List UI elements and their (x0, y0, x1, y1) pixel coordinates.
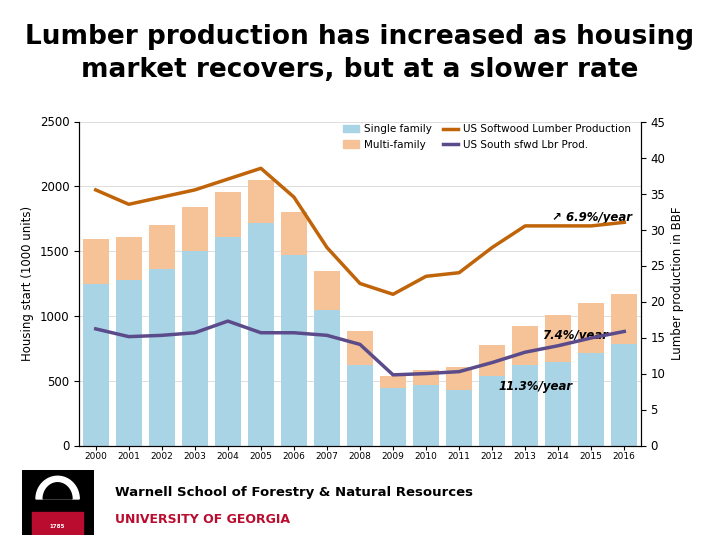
Bar (347, 365, 373, 446)
Y-axis label: Housing start (1000 units): Housing start (1000 units) (22, 206, 35, 361)
Bar (413, 370, 439, 384)
Bar (248, 223, 274, 446)
Text: 1785: 1785 (50, 524, 66, 529)
US Softwood Lumber Production (223, 176, 232, 183)
Bar (181, 251, 208, 446)
US Softwood Lumber Production (422, 273, 431, 280)
US South sfwd Lbr Prod. (158, 332, 166, 339)
US South sfwd Lbr Prod. (422, 370, 431, 377)
Legend: Single family, Multi-family, US Softwood Lumber Production, US South sfwd Lbr Pr: Single family, Multi-family, US Softwood… (339, 120, 636, 154)
US Softwood Lumber Production (521, 222, 529, 229)
Text: UNIVERSITY OF GEORGIA: UNIVERSITY OF GEORGIA (115, 513, 290, 526)
Bar (83, 284, 109, 446)
Bar (479, 376, 505, 446)
Bar (215, 192, 241, 237)
US Softwood Lumber Production (158, 194, 166, 200)
Bar (545, 315, 572, 362)
Bar (281, 255, 307, 446)
US Softwood Lumber Production (587, 222, 595, 229)
US Softwood Lumber Production (389, 291, 397, 298)
Bar (281, 212, 307, 255)
US South sfwd Lbr Prod. (554, 342, 562, 349)
Line: US South sfwd Lbr Prod.: US South sfwd Lbr Prod. (96, 321, 624, 375)
Bar (611, 344, 637, 446)
US Softwood Lumber Production (91, 187, 100, 193)
US South sfwd Lbr Prod. (289, 329, 298, 336)
Text: 11.3%/year: 11.3%/year (499, 380, 573, 393)
Bar (446, 390, 472, 446)
Polygon shape (36, 476, 79, 499)
Bar (115, 237, 142, 280)
Text: Lumber production has increased as housing: Lumber production has increased as housi… (25, 24, 695, 50)
US South sfwd Lbr Prod. (191, 329, 199, 336)
Text: market recovers, but at a slower rate: market recovers, but at a slower rate (81, 57, 639, 83)
Bar (380, 388, 406, 445)
Bar (512, 365, 539, 446)
US South sfwd Lbr Prod. (256, 329, 265, 336)
US South sfwd Lbr Prod. (620, 328, 629, 335)
US Softwood Lumber Production (356, 280, 364, 287)
Bar (545, 362, 572, 446)
Bar (380, 375, 406, 388)
Bar (115, 280, 142, 446)
US South sfwd Lbr Prod. (356, 341, 364, 348)
Bar (611, 294, 637, 344)
Y-axis label: Lumber production in BBF: Lumber production in BBF (671, 207, 684, 360)
US Softwood Lumber Production (323, 244, 331, 251)
US Softwood Lumber Production (256, 165, 265, 172)
Bar (446, 367, 472, 390)
Bar (83, 239, 109, 284)
US South sfwd Lbr Prod. (323, 332, 331, 339)
Bar (512, 326, 539, 365)
US South sfwd Lbr Prod. (488, 359, 497, 366)
Bar (314, 310, 340, 446)
Bar (578, 303, 605, 353)
US Softwood Lumber Production (554, 222, 562, 229)
US South sfwd Lbr Prod. (223, 318, 232, 325)
US South sfwd Lbr Prod. (389, 372, 397, 378)
US Softwood Lumber Production (125, 201, 133, 207)
US South sfwd Lbr Prod. (521, 349, 529, 355)
Line: US Softwood Lumber Production: US Softwood Lumber Production (96, 168, 624, 294)
Bar (148, 225, 175, 269)
Text: Warnell School of Forestry & Natural Resources: Warnell School of Forestry & Natural Res… (115, 486, 473, 499)
Text: 7.4%/year: 7.4%/year (541, 329, 608, 342)
US Softwood Lumber Production (488, 244, 497, 251)
US South sfwd Lbr Prod. (91, 326, 100, 332)
Bar (578, 353, 605, 446)
Bar (479, 345, 505, 376)
US South sfwd Lbr Prod. (455, 368, 464, 375)
US South sfwd Lbr Prod. (125, 333, 133, 340)
Polygon shape (43, 483, 72, 499)
Bar (215, 237, 241, 446)
US Softwood Lumber Production (191, 187, 199, 193)
Bar (248, 180, 274, 223)
US Softwood Lumber Production (289, 194, 298, 200)
Bar (148, 269, 175, 445)
Bar (347, 332, 373, 365)
Text: ↗ 6.9%/year: ↗ 6.9%/year (552, 211, 631, 224)
US Softwood Lumber Production (455, 269, 464, 276)
US South sfwd Lbr Prod. (587, 335, 595, 341)
Bar (314, 271, 340, 310)
Bar (413, 384, 439, 445)
US Softwood Lumber Production (620, 219, 629, 226)
Bar (181, 207, 208, 251)
